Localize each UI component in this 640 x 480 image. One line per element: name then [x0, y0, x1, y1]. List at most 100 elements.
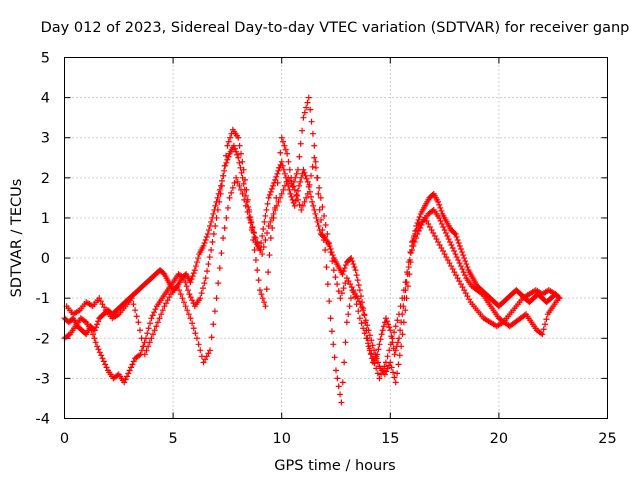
data-point	[238, 169, 245, 176]
data-point	[213, 214, 220, 221]
data-point	[135, 319, 142, 326]
data-point	[444, 232, 451, 239]
data-point	[283, 178, 290, 185]
data-point	[445, 236, 452, 243]
data-point	[382, 359, 389, 366]
data-point	[195, 341, 202, 348]
data-point	[342, 339, 349, 346]
data-point	[392, 379, 399, 386]
data-point	[308, 118, 315, 125]
data-point	[361, 312, 368, 319]
data-point	[239, 190, 246, 197]
data-point	[347, 295, 354, 302]
data-point	[285, 158, 292, 165]
data-point	[252, 235, 259, 241]
data-point	[374, 370, 381, 377]
data-point	[307, 106, 314, 113]
x-tick-label: 25	[598, 431, 616, 447]
data-point	[456, 243, 463, 250]
data-point	[190, 270, 197, 277]
data-point	[130, 301, 137, 308]
y-tick-label: 3	[41, 131, 50, 147]
data-point	[455, 240, 462, 247]
data-point	[97, 298, 104, 305]
data-point	[158, 311, 165, 318]
data-point	[159, 307, 166, 314]
data-points	[61, 94, 563, 406]
data-point	[136, 352, 143, 359]
data-point	[193, 335, 200, 342]
data-point	[362, 317, 369, 324]
data-point	[426, 223, 433, 230]
data-point	[208, 334, 215, 341]
data-point	[242, 192, 249, 199]
data-point	[263, 286, 270, 293]
data-point	[128, 364, 135, 371]
data-point	[364, 322, 371, 329]
data-point	[141, 351, 148, 358]
data-point	[220, 172, 227, 179]
data-point	[122, 376, 129, 383]
data-point	[466, 296, 473, 303]
data-point	[298, 206, 305, 213]
data-point	[521, 312, 528, 319]
data-point	[395, 311, 402, 318]
data-point	[440, 223, 447, 230]
data-point	[391, 374, 398, 381]
data-point	[287, 190, 294, 197]
data-point	[274, 179, 281, 186]
data-point	[304, 190, 311, 197]
data-point	[148, 335, 155, 342]
data-point	[240, 166, 247, 173]
data-point	[176, 287, 183, 294]
data-point	[341, 359, 348, 366]
data-point	[186, 291, 193, 298]
data-point	[251, 229, 258, 236]
data-point	[282, 146, 289, 153]
data-point	[275, 164, 282, 171]
data-point	[241, 196, 248, 203]
data-point	[355, 282, 362, 289]
data-point	[204, 268, 211, 275]
data-point	[439, 248, 446, 255]
data-point	[210, 230, 217, 237]
data-point	[294, 166, 301, 173]
data-point	[266, 252, 273, 259]
data-point	[335, 288, 342, 295]
data-point	[404, 283, 411, 290]
data-point	[210, 321, 217, 328]
data-point	[277, 149, 284, 156]
data-point	[460, 269, 467, 276]
data-point	[461, 255, 468, 262]
data-point	[223, 159, 230, 166]
data-point	[363, 335, 370, 342]
data-point	[351, 264, 358, 271]
data-point	[315, 190, 322, 197]
data-point	[265, 269, 272, 276]
data-point	[267, 218, 274, 225]
data-point	[436, 201, 443, 208]
data-point	[373, 365, 380, 372]
data-point	[328, 328, 335, 335]
chart-title: Day 012 of 2023, Sidereal Day-to-day VTE…	[41, 20, 630, 36]
data-point	[318, 216, 325, 223]
data-point	[288, 180, 295, 187]
data-point	[226, 194, 233, 201]
data-point	[449, 245, 456, 252]
data-point	[244, 208, 251, 215]
data-point	[255, 277, 262, 284]
grid	[64, 57, 608, 419]
data-point	[290, 183, 297, 190]
data-point	[125, 370, 132, 377]
data-point	[391, 329, 398, 336]
data-point	[324, 230, 331, 237]
data-point	[454, 275, 461, 282]
data-point	[237, 164, 244, 171]
data-point	[346, 303, 353, 310]
y-tick-label: 0	[41, 251, 50, 267]
data-point	[390, 369, 397, 376]
data-point	[388, 364, 395, 371]
data-point	[215, 280, 222, 287]
data-point	[294, 196, 301, 203]
data-point	[145, 325, 152, 332]
